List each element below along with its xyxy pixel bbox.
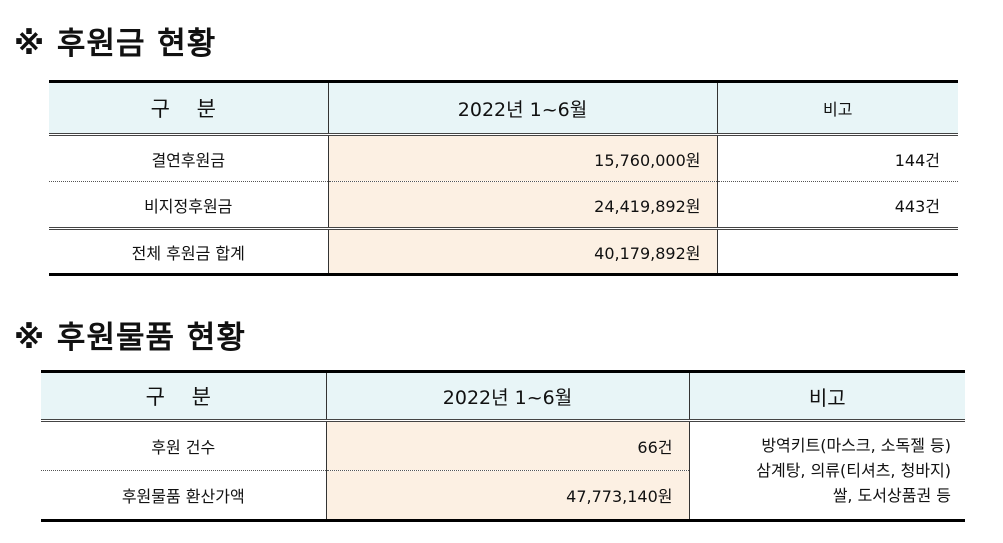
table-row: 비지정후원금 24,419,892원 443건 <box>49 181 958 229</box>
table-row: 후원물품 환산가액 47,773,140원 <box>41 470 965 522</box>
table-row: 결연후원금 15,760,000원 144건 <box>49 134 958 182</box>
table-row: 후원 건수 66건 방역키트(마스크, 소독젤 등) 삼계탕, 의류(티셔츠, … <box>41 420 965 522</box>
note-line: 삼계탕, 의류(티셔츠, 청바지) <box>756 461 951 480</box>
row-label: 비지정후원금 <box>144 196 233 216</box>
row-note: 144건 <box>716 134 958 182</box>
header-period: 2022년 1~6월 <box>327 80 717 136</box>
note-line: 쌀, 도서상품권 등 <box>832 486 951 505</box>
section-title-goods: ※ 후원물품 현황 <box>14 320 246 356</box>
section-title-donations: ※ 후원금 현황 <box>14 26 217 62</box>
goods-table: 구 분 2022년 1~6월 비고 후원 건수 66건 방역키트(마스크, 소독… <box>41 370 965 522</box>
header-category: 구 분 <box>49 80 328 136</box>
header-category: 구 분 <box>41 370 326 422</box>
row-label: 후원물품 환산가액 <box>41 470 326 522</box>
row-label: 결연후원금 <box>49 134 328 182</box>
donations-table: 구 분 2022년 1~6월 비고 결연후원금 15,760,000원 144건… <box>49 80 958 276</box>
table-header-row: 구 분 2022년 1~6월 비고 <box>41 370 965 422</box>
total-amount: 40,179,892원 <box>327 227 717 276</box>
header-remarks: 비고 <box>716 80 958 136</box>
table-header-row: 구 분 2022년 1~6월 비고 <box>49 80 958 136</box>
total-row: 전체 후원금 합계 40,179,892원 <box>49 227 958 276</box>
note-line: 방역키트(마스크, 소독젤 등) <box>761 436 951 455</box>
row-amount: 24,419,892원 <box>327 181 717 229</box>
row-amount: 66건 <box>325 420 689 471</box>
row-amount: 15,760,000원 <box>327 134 717 182</box>
header-remarks: 비고 <box>688 370 965 422</box>
total-label: 전체 후원금 합계 <box>49 227 328 276</box>
row-amount: 47,773,140원 <box>325 470 689 522</box>
goods-note: 방역키트(마스크, 소독젤 등) 삼계탕, 의류(티셔츠, 청바지) 쌀, 도서… <box>688 420 965 522</box>
row-label: 후원 건수 <box>41 420 326 471</box>
header-period: 2022년 1~6월 <box>325 370 689 422</box>
total-note <box>716 227 958 276</box>
row-note: 443건 <box>716 181 958 229</box>
